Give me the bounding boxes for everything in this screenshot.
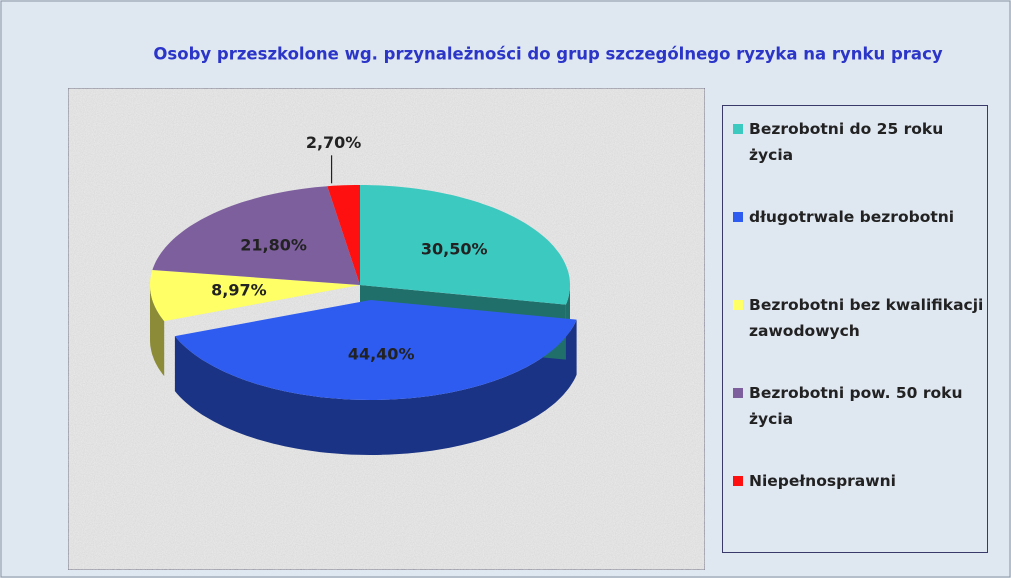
legend-item: Bezrobotni do 25 roku życia xyxy=(733,116,989,168)
data-label: 44,40% xyxy=(348,344,415,363)
legend-swatch xyxy=(733,388,743,398)
legend-label: Bezrobotni do 25 roku życia xyxy=(749,120,944,164)
legend: Bezrobotni do 25 roku życia długotrwale b… xyxy=(722,105,988,553)
legend-item: Bezrobotni bez kwalifikacji zawodowych xyxy=(733,292,989,344)
chart-title: Osoby przeszkolone wg. przynależności do… xyxy=(153,45,942,64)
legend-item: długotrwale bezrobotni xyxy=(733,204,989,230)
data-label: 2,70% xyxy=(306,133,362,152)
pie-slice xyxy=(360,185,570,305)
legend-label: Niepełnosprawni xyxy=(749,472,896,490)
legend-swatch xyxy=(733,300,743,310)
pie-side xyxy=(150,285,165,377)
legend-swatch xyxy=(733,476,743,486)
legend-label: Bezrobotni bez kwalifikacji zawodowych xyxy=(749,296,984,340)
legend-item: Niepełnosprawni xyxy=(733,468,989,494)
data-label: 8,97% xyxy=(211,281,267,300)
legend-swatch xyxy=(733,212,743,222)
data-label: 30,50% xyxy=(421,240,488,259)
legend-label: Bezrobotni pow. 50 roku życia xyxy=(749,384,963,428)
pie-slice xyxy=(152,186,360,285)
legend-swatch xyxy=(733,124,743,134)
plot-area xyxy=(67,87,706,571)
pie-side xyxy=(174,319,577,455)
pie-slice xyxy=(327,185,360,285)
legend-item: Bezrobotni pow. 50 roku życia xyxy=(733,380,989,432)
legend-label: długotrwale bezrobotni xyxy=(749,208,955,226)
data-label: 21,80% xyxy=(240,236,307,255)
pie-slice xyxy=(174,300,577,400)
pie-slice xyxy=(150,270,360,322)
